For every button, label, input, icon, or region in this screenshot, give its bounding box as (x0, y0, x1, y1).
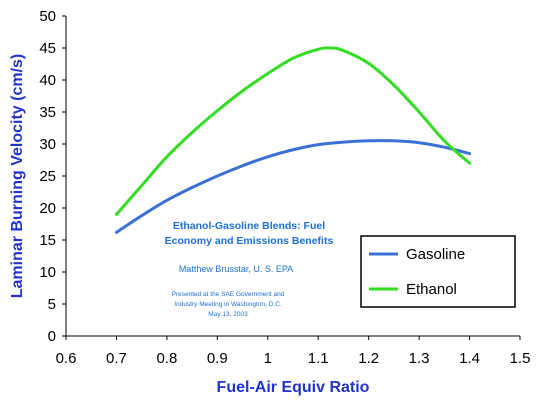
y-axis-title: Laminar Burning Velocity (cm/s) (9, 54, 26, 299)
annotation-note-line-2: Industry Meeting in Washington, D.C. (174, 301, 282, 308)
y-tick-label: 30 (39, 136, 56, 153)
series-line-gasoline (114, 139, 472, 234)
y-axis-ticks: 0 5 10 15 20 25 30 35 40 45 50 (39, 8, 66, 345)
y-tick-label: 35 (39, 104, 56, 121)
annotation-title-line-2: Economy and Emissions Benefits (165, 235, 334, 247)
x-tick-label: 0.9 (207, 350, 228, 367)
legend: Gasoline Ethanol (360, 235, 516, 308)
annotation-note-line-1: Presented at the SAE Government and (172, 291, 285, 298)
annotation-block: Ethanol-Gasoline Blends: Fuel Economy an… (165, 220, 334, 318)
series-line-ethanol (114, 46, 472, 216)
annotation-note-line-3: May 13, 2003 (208, 311, 248, 318)
x-axis-ticks: 0.6 0.7 0.8 0.9 1 1.1 1.2 1.3 1.4 1.5 (56, 336, 531, 367)
y-tick-label: 20 (39, 200, 56, 217)
annotation-title-line-1: Ethanol-Gasoline Blends: Fuel (173, 220, 325, 232)
x-tick-label: 1.1 (308, 350, 329, 367)
x-tick-label: 1.5 (510, 350, 531, 367)
legend-box (360, 235, 516, 308)
annotation-author: Matthew Brusstar, U. S. EPA (179, 264, 293, 274)
x-axis-title: Fuel-Air Equiv Ratio (217, 379, 370, 396)
legend-label-gasoline: Gasoline (406, 246, 465, 263)
legend-label-ethanol: Ethanol (406, 281, 457, 298)
y-tick-label: 45 (39, 40, 56, 57)
y-tick-label: 25 (39, 168, 56, 185)
x-tick-label: 0.6 (56, 350, 77, 367)
y-tick-label: 40 (39, 72, 56, 89)
y-tick-label: 15 (39, 232, 56, 249)
x-tick-label: 1.2 (358, 350, 379, 367)
x-tick-label: 1.3 (409, 350, 430, 367)
y-tick-label: 50 (39, 8, 56, 25)
x-tick-label: 0.8 (156, 350, 177, 367)
x-tick-label: 0.7 (106, 350, 127, 367)
x-tick-label: 1.4 (459, 350, 480, 367)
x-tick-label: 1 (264, 350, 272, 367)
y-tick-label: 5 (48, 296, 56, 313)
y-tick-label: 0 (48, 328, 56, 345)
y-tick-label: 10 (39, 264, 56, 281)
